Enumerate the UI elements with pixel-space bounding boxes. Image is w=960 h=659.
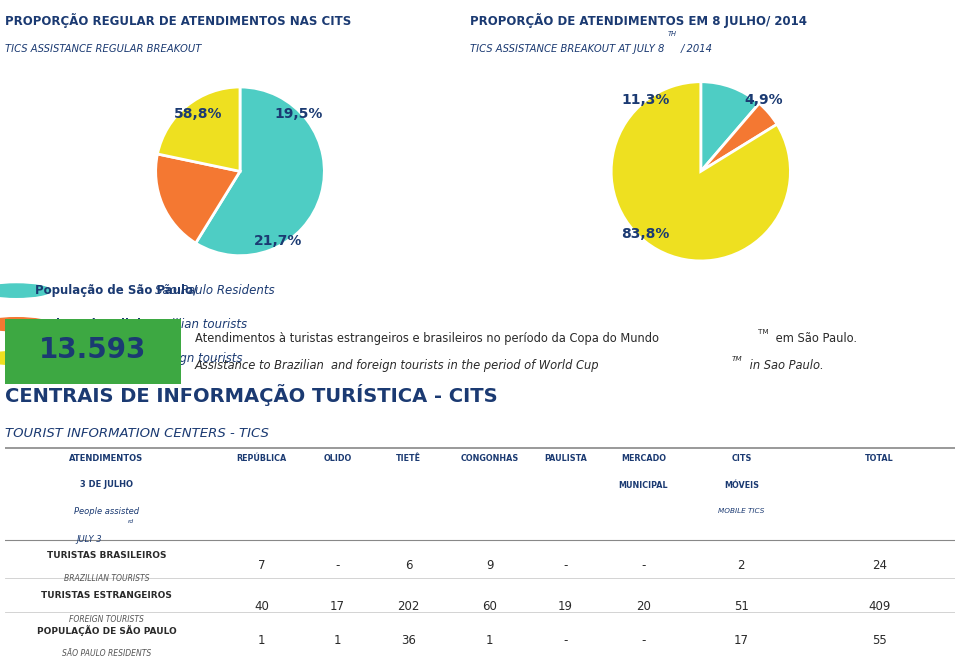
Text: Turistas estrangeiros/: Turistas estrangeiros/ <box>35 351 184 364</box>
Text: MERCADO: MERCADO <box>621 455 666 463</box>
Text: 58,8%: 58,8% <box>174 107 222 121</box>
Text: CITS: CITS <box>732 455 752 463</box>
Text: TIETÊ: TIETÊ <box>396 455 421 463</box>
Text: PROPORÇÃO DE ATENDIMENTOS EM 8 JULHO/ 2014: PROPORÇÃO DE ATENDIMENTOS EM 8 JULHO/ 20… <box>470 13 807 28</box>
Circle shape <box>0 284 51 297</box>
Text: BRAZILLIAN TOURISTS: BRAZILLIAN TOURISTS <box>63 574 149 583</box>
Text: Atendimentos à turistas estrangeiros e brasileiros no período da Copa do Mundo: Atendimentos à turistas estrangeiros e b… <box>195 332 659 345</box>
Text: TOURIST INFORMATION CENTERS - TICS: TOURIST INFORMATION CENTERS - TICS <box>5 427 269 440</box>
Text: FOREIGN TOURISTS: FOREIGN TOURISTS <box>69 615 144 624</box>
Text: -: - <box>564 635 567 647</box>
Text: 17: 17 <box>733 635 749 647</box>
Circle shape <box>0 318 51 331</box>
Text: 1: 1 <box>257 635 265 647</box>
Wedge shape <box>701 103 777 171</box>
Circle shape <box>0 351 51 364</box>
Text: TM: TM <box>732 356 742 362</box>
Text: PAULISTA: PAULISTA <box>544 455 587 463</box>
Text: 51: 51 <box>734 600 749 613</box>
Text: 202: 202 <box>397 600 420 613</box>
Text: POPULAÇÃO DE SÃO PAULO: POPULAÇÃO DE SÃO PAULO <box>36 625 177 635</box>
Text: MÓVEIS: MÓVEIS <box>724 481 758 490</box>
Wedge shape <box>156 154 240 243</box>
Text: -: - <box>564 559 567 572</box>
Text: TH: TH <box>667 31 676 38</box>
Text: 40: 40 <box>254 600 269 613</box>
Text: / 2014: / 2014 <box>681 44 713 54</box>
Text: 3 DE JULHO: 3 DE JULHO <box>80 480 133 489</box>
Text: MUNICIPAL: MUNICIPAL <box>618 481 668 490</box>
Text: PROPORÇÃO REGULAR DE ATENDIMENTOS NAS CITS: PROPORÇÃO REGULAR DE ATENDIMENTOS NAS CI… <box>5 13 351 28</box>
FancyBboxPatch shape <box>5 319 180 384</box>
Text: Turistas brasileiros/: Turistas brasileiros/ <box>35 318 170 331</box>
Text: MOBILE TICS: MOBILE TICS <box>718 508 764 514</box>
Text: 2: 2 <box>737 559 745 572</box>
Text: Foreign tourists: Foreign tourists <box>151 351 243 364</box>
Text: 20: 20 <box>636 600 651 613</box>
Text: CENTRAIS DE INFORMAÇÃO TURÍSTICA - CITS: CENTRAIS DE INFORMAÇÃO TURÍSTICA - CITS <box>5 384 497 405</box>
Text: -: - <box>335 559 340 572</box>
Text: TM: TM <box>757 329 768 335</box>
Text: 11,3%: 11,3% <box>621 93 669 107</box>
Text: CONGONHAS: CONGONHAS <box>461 455 518 463</box>
Text: People assisted: People assisted <box>74 507 139 516</box>
Text: 13.593: 13.593 <box>39 336 146 364</box>
Text: População de São Paulo/: População de São Paulo/ <box>35 284 202 297</box>
Wedge shape <box>612 82 790 261</box>
Text: São Paulo Residents: São Paulo Residents <box>156 284 275 297</box>
Text: 17: 17 <box>330 600 345 613</box>
Text: 4,9%: 4,9% <box>744 93 782 107</box>
Wedge shape <box>701 82 759 171</box>
Text: REPÚBLICA: REPÚBLICA <box>236 455 286 463</box>
Text: 409: 409 <box>868 600 890 613</box>
Text: 60: 60 <box>482 600 497 613</box>
Text: in Sao Paulo.: in Sao Paulo. <box>746 359 824 372</box>
Text: Brazillian tourists: Brazillian tourists <box>145 318 248 331</box>
Text: TICS ASSISTANCE BREAKOUT AT JULY 8: TICS ASSISTANCE BREAKOUT AT JULY 8 <box>470 44 664 54</box>
Text: ATENDIMENTOS: ATENDIMENTOS <box>69 455 144 463</box>
Text: 1: 1 <box>486 635 493 647</box>
Text: 55: 55 <box>872 635 886 647</box>
Wedge shape <box>157 87 240 171</box>
Text: -: - <box>641 635 646 647</box>
Text: Assistance to Brazilian  and foreign tourists in the period of World Cup: Assistance to Brazilian and foreign tour… <box>195 359 599 372</box>
Text: OLIDO: OLIDO <box>324 455 351 463</box>
Text: 36: 36 <box>401 635 416 647</box>
Wedge shape <box>196 87 324 256</box>
Text: TICS ASSISTANCE REGULAR BREAKOUT: TICS ASSISTANCE REGULAR BREAKOUT <box>5 44 202 54</box>
Text: TURISTAS BRASILEIROS: TURISTAS BRASILEIROS <box>47 551 166 559</box>
Text: 9: 9 <box>486 559 493 572</box>
Text: 19: 19 <box>558 600 573 613</box>
Text: TURISTAS ESTRANGEIROS: TURISTAS ESTRANGEIROS <box>41 591 172 600</box>
Text: TOTAL: TOTAL <box>865 455 894 463</box>
Text: 7: 7 <box>257 559 265 572</box>
Text: 83,8%: 83,8% <box>621 227 669 241</box>
Text: 1: 1 <box>334 635 341 647</box>
Text: 6: 6 <box>405 559 413 572</box>
Text: JULY 3: JULY 3 <box>77 535 102 544</box>
Text: rd: rd <box>128 519 133 524</box>
Text: SÃO PAULO RESIDENTS: SÃO PAULO RESIDENTS <box>61 649 151 658</box>
Text: 19,5%: 19,5% <box>275 107 324 121</box>
Text: 21,7%: 21,7% <box>253 233 302 248</box>
Text: -: - <box>641 559 646 572</box>
Text: 24: 24 <box>872 559 887 572</box>
Text: em São Paulo.: em São Paulo. <box>772 332 856 345</box>
